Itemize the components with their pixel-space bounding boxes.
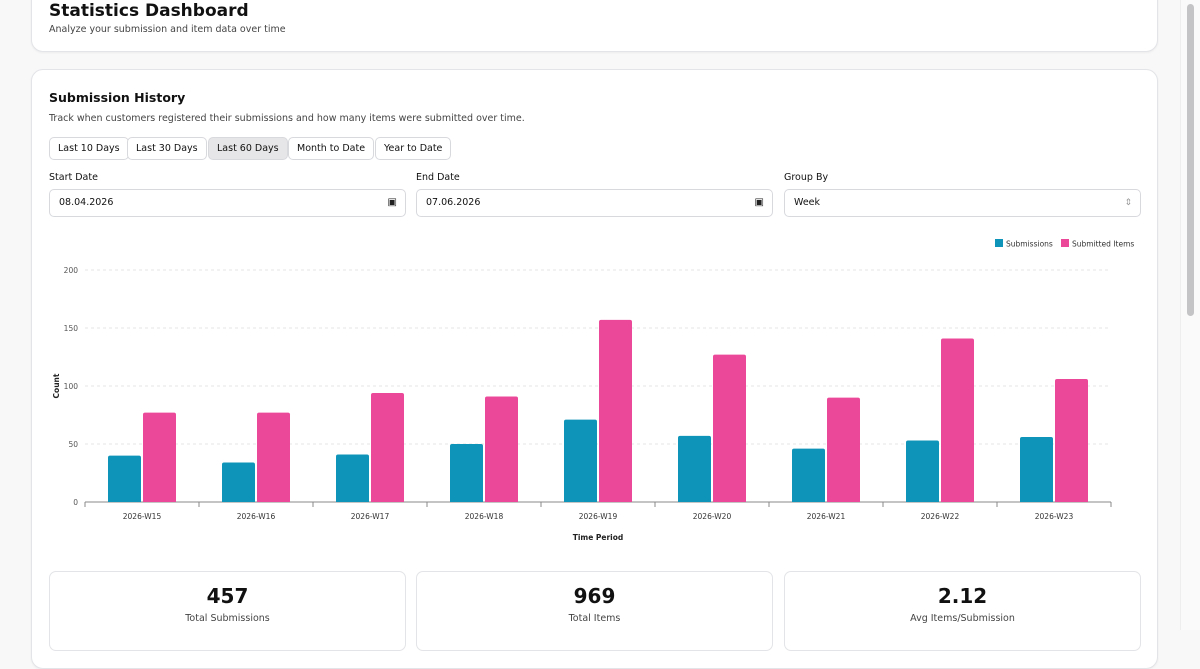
x-tick-label: 2026-W16: [237, 512, 276, 521]
group-by-select[interactable]: Week ⇕: [784, 189, 1141, 217]
stat-label: Total Items: [568, 613, 621, 624]
x-tick-label: 2026-W17: [351, 512, 390, 521]
range-last-60-days-button[interactable]: Last 60 Days: [208, 137, 288, 160]
legend-swatch-submissions: [995, 239, 1003, 247]
x-tick-label: 2026-W18: [465, 512, 504, 521]
submission-history-card: Submission History Track when customers …: [31, 69, 1158, 669]
legend-label-submissions: Submissions: [1006, 240, 1053, 249]
bar-submitted-items: [827, 397, 860, 502]
bar-submitted-items: [941, 338, 974, 502]
x-axis-title: Time Period: [573, 533, 624, 542]
y-axis-title: Count: [52, 373, 61, 398]
section-title: Submission History: [49, 90, 186, 105]
bar-submissions: [1020, 437, 1053, 502]
stat-card-avg-items: 2.12 Avg Items/Submission: [784, 571, 1141, 651]
bar-submissions: [108, 455, 141, 502]
start-date-value: 08.04.2026: [59, 197, 114, 208]
page-title: Statistics Dashboard: [49, 1, 249, 21]
legend-swatch-items: [1061, 239, 1069, 247]
range-last-30-days-button[interactable]: Last 30 Days: [127, 137, 207, 160]
chevron-updown-icon: ⇕: [1124, 198, 1132, 208]
bar-submitted-items: [1055, 379, 1088, 502]
bar-submitted-items: [485, 396, 518, 502]
bar-submitted-items: [371, 392, 404, 502]
stat-value: 969: [573, 584, 616, 608]
group-by-value: Week: [794, 197, 821, 208]
range-last-10-days-button[interactable]: Last 10 Days: [49, 137, 129, 160]
group-by-label: Group By: [784, 172, 829, 183]
bar-submissions: [564, 419, 597, 502]
bar-submitted-items: [713, 354, 746, 502]
bar-submitted-items: [143, 412, 176, 502]
y-tick-label: 0: [73, 498, 78, 507]
submission-chart: 0 50 100 150 200 2026-W15 2026-W16 2026-W17 2026…: [52, 239, 1134, 542]
start-date-label: Start Date: [49, 172, 98, 183]
legend-label-items: Submitted Items: [1072, 240, 1134, 249]
stat-label: Avg Items/Submission: [910, 613, 1015, 624]
range-year-to-date-button[interactable]: Year to Date: [375, 137, 452, 160]
section-description: Track when customers registered their su…: [49, 113, 525, 124]
x-tick-label: 2026-W20: [693, 512, 732, 521]
bar-submissions: [222, 462, 255, 502]
y-tick-label: 150: [64, 324, 79, 333]
stat-value: 2.12: [937, 584, 988, 608]
y-tick-label: 200: [64, 266, 79, 275]
header-card: Statistics Dashboard Analyze your submis…: [31, 0, 1158, 52]
end-date-value: 07.06.2026: [426, 197, 481, 208]
stat-label: Total Submissions: [185, 613, 270, 624]
x-tick-label: 2026-W15: [123, 512, 162, 521]
scrollbar-thumb[interactable]: [1187, 4, 1194, 316]
bar-submissions: [336, 454, 369, 502]
bar-submitted-items: [599, 319, 632, 502]
x-tick-label: 2026-W21: [807, 512, 846, 521]
y-tick-label: 50: [68, 440, 78, 449]
bar-submissions: [792, 448, 825, 502]
stat-card-total-items: 969 Total Items: [416, 571, 773, 651]
y-tick-label: 100: [64, 382, 79, 391]
page-subtitle: Analyze your submission and item data ov…: [49, 24, 286, 35]
bar-submissions: [906, 440, 939, 502]
bar-submissions: [450, 444, 483, 502]
bar-submissions: [678, 435, 711, 502]
x-tick-label: 2026-W23: [1035, 512, 1074, 521]
start-date-input[interactable]: 08.04.2026 ▣: [49, 189, 406, 217]
x-tick-label: 2026-W19: [579, 512, 618, 521]
scrollbar[interactable]: [1180, 0, 1200, 630]
range-month-to-date-button[interactable]: Month to Date: [288, 137, 375, 160]
x-tick-label: 2026-W22: [921, 512, 960, 521]
bar-submitted-items: [257, 412, 290, 502]
calendar-icon[interactable]: ▣: [754, 197, 764, 208]
end-date-input[interactable]: 07.06.2026 ▣: [416, 189, 773, 217]
end-date-label: End Date: [416, 172, 460, 183]
calendar-icon[interactable]: ▣: [387, 197, 397, 208]
stat-card-total-submissions: 457 Total Submissions: [49, 571, 406, 651]
stat-value: 457: [206, 584, 249, 608]
